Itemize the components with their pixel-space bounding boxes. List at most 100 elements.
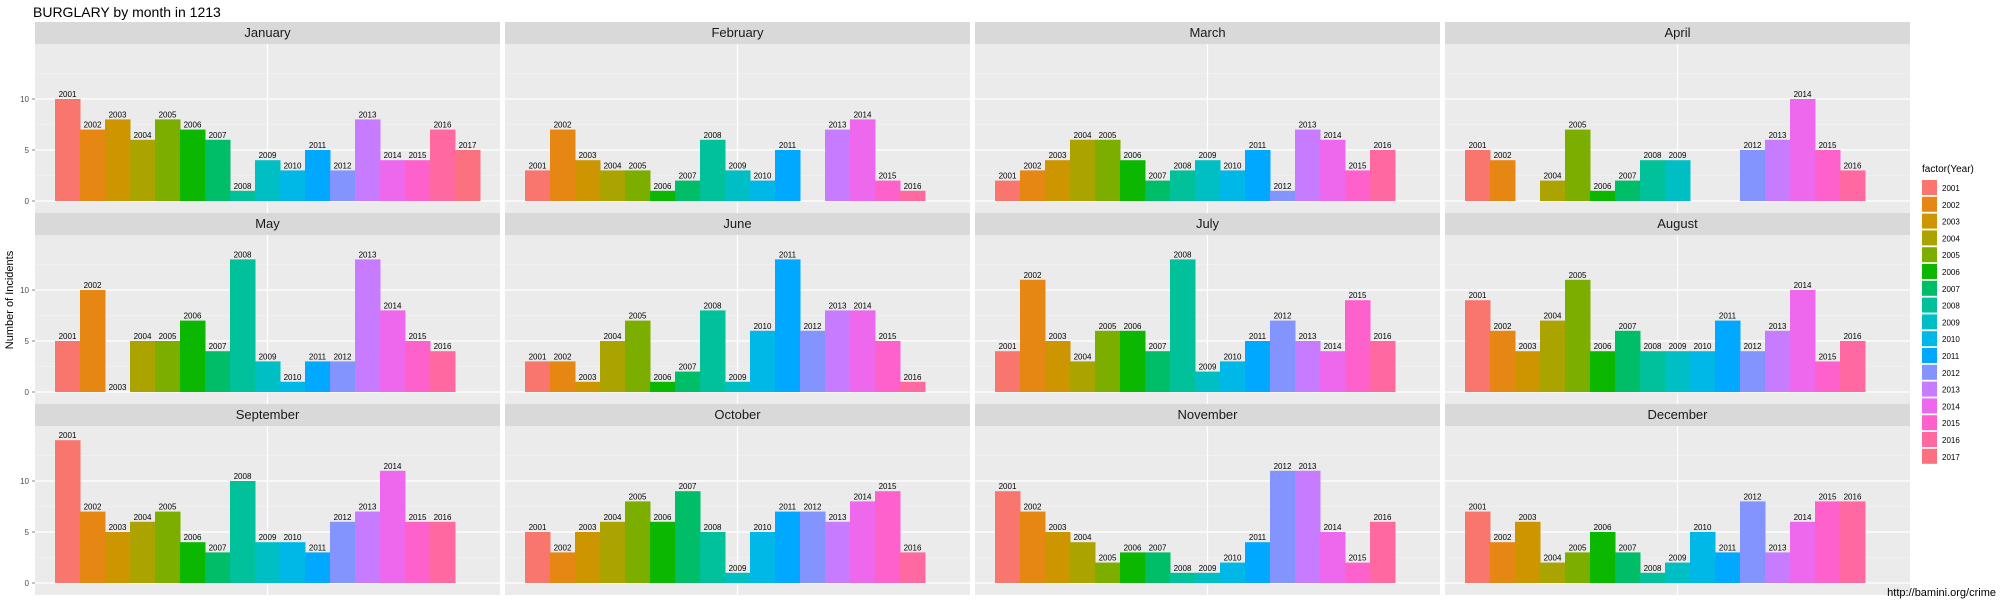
y-tick-label: 5 [25,146,30,155]
bar-label-december-2012: 2012 [1744,492,1762,501]
bar-december-2009 [1665,562,1691,583]
bar-may-2016 [430,351,456,392]
bar-label-february-2002: 2002 [554,121,572,130]
bar-label-december-2013: 2013 [1769,543,1787,552]
strip-june [505,213,970,235]
bar-label-february-2009: 2009 [729,161,747,170]
bar-march-2005 [1095,139,1121,201]
bar-label-march-2007: 2007 [1149,172,1167,181]
bar-label-august-2006: 2006 [1594,342,1612,351]
bar-label-january-2014: 2014 [384,151,402,160]
bar-label-may-2012: 2012 [334,352,352,361]
bar-april-2009 [1665,160,1691,201]
bar-april-2013 [1765,139,1791,201]
bar-label-january-2015: 2015 [409,151,427,160]
bar-september-2014 [380,470,406,583]
bar-may-2005 [155,341,181,392]
bar-december-2013 [1765,552,1791,583]
bar-september-2005 [155,511,181,583]
bar-label-september-2013: 2013 [359,503,377,512]
bar-february-2001 [525,170,551,201]
bar-july-2001 [995,351,1021,392]
bar-label-february-2004: 2004 [604,161,622,170]
bar-label-october-2008: 2008 [704,523,722,532]
bar-label-april-2002: 2002 [1494,151,1512,160]
bar-label-august-2011: 2011 [1719,312,1737,321]
bar-april-2002 [1490,160,1516,201]
bar-label-may-2005: 2005 [159,332,177,341]
panel-title-january: January [244,25,291,40]
bar-august-2016 [1840,341,1866,392]
bar-april-2005 [1565,129,1591,201]
bar-february-2004 [600,170,626,201]
bar-label-may-2011: 2011 [309,352,327,361]
bar-label-may-2002: 2002 [84,281,102,290]
bar-label-october-2012: 2012 [804,503,822,512]
bar-january-2003 [105,119,131,201]
strip-may [35,213,500,235]
legend-label-2007: 2007 [1942,285,1960,294]
bar-october-2005 [625,501,651,583]
bar-label-july-2012: 2012 [1274,312,1292,321]
bar-label-october-2004: 2004 [604,513,622,522]
bar-label-january-2012: 2012 [334,161,352,170]
bar-label-september-2007: 2007 [209,543,227,552]
bar-november-2007 [1145,552,1171,583]
bar-label-july-2006: 2006 [1124,322,1142,331]
bar-label-june-2005: 2005 [629,312,647,321]
bar-june-2013 [825,310,851,392]
bar-december-2011 [1715,552,1741,583]
bar-label-january-2006: 2006 [184,121,202,130]
bar-label-april-2013: 2013 [1769,131,1787,140]
bar-label-july-2013: 2013 [1299,332,1317,341]
bar-label-october-2005: 2005 [629,492,647,501]
bar-label-november-2005: 2005 [1099,554,1117,563]
bar-june-2005 [625,320,651,392]
bar-label-june-2015: 2015 [879,332,897,341]
bar-label-august-2003: 2003 [1519,342,1537,351]
bar-december-2002 [1490,542,1516,583]
bar-label-january-2013: 2013 [359,110,377,119]
bar-january-2017 [455,150,481,201]
strip-january [35,22,500,44]
bar-label-july-2014: 2014 [1324,342,1342,351]
bar-june-2002 [550,361,576,392]
bar-march-2006 [1120,160,1146,201]
bar-december-2014 [1790,521,1816,583]
bar-label-september-2005: 2005 [159,503,177,512]
bar-label-september-2016: 2016 [434,513,452,522]
bar-label-july-2003: 2003 [1049,332,1067,341]
bar-november-2013 [1295,470,1321,583]
y-tick-label: 0 [25,388,30,397]
bar-march-2004 [1070,139,1096,201]
legend-swatch-2001 [1922,180,1937,195]
bar-label-november-2002: 2002 [1024,503,1042,512]
bar-june-2009 [725,381,751,392]
bar-january-2004 [130,139,156,201]
bar-label-may-2013: 2013 [359,250,377,259]
bar-october-2016 [900,552,926,583]
bar-label-february-2003: 2003 [579,151,597,160]
bar-label-september-2008: 2008 [234,472,252,481]
bar-november-2006 [1120,552,1146,583]
bar-september-2001 [55,440,81,583]
bar-september-2012 [330,521,356,583]
legend-label-2008: 2008 [1942,302,1960,311]
bar-label-january-2009: 2009 [259,151,277,160]
bar-label-december-2003: 2003 [1519,513,1537,522]
panel-title-june: June [723,216,751,231]
bar-august-2008 [1640,351,1666,392]
panel-title-february: February [711,25,764,40]
bar-april-2014 [1790,99,1816,201]
bar-label-october-2016: 2016 [904,543,922,552]
bar-label-april-2006: 2006 [1594,182,1612,191]
bar-march-2009 [1195,160,1221,201]
bar-november-2016 [1370,521,1396,583]
bar-label-september-2004: 2004 [134,513,152,522]
panel-title-december: December [1648,407,1709,422]
bar-may-2010 [280,381,306,392]
bar-october-2015 [875,491,901,583]
bar-january-2011 [305,150,331,201]
bar-label-november-2011: 2011 [1249,533,1267,542]
legend-swatch-2013 [1922,381,1937,397]
